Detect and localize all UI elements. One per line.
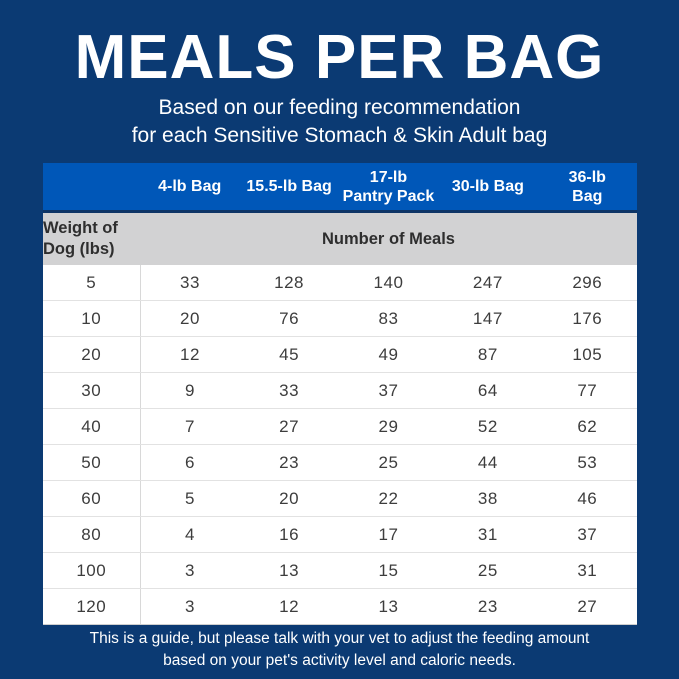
- meals-cell: 20: [140, 300, 240, 337]
- meals-cell: 52: [438, 408, 538, 445]
- meals-cell: 296: [537, 265, 637, 301]
- table-row: 30 9 33 37 64 77: [43, 372, 637, 409]
- meals-cell: 49: [338, 336, 439, 373]
- meals-table: 4-lb Bag 15.5-lb Bag 17-lb Pantry Pack 3…: [43, 163, 637, 625]
- meals-cell: 64: [438, 372, 538, 409]
- corner-cell: [43, 163, 140, 213]
- meals-cell: 46: [537, 480, 637, 517]
- weight-cell: 80: [43, 516, 141, 553]
- table-row: 60 5 20 22 38 46: [43, 480, 637, 517]
- weight-cell: 60: [43, 480, 141, 517]
- meals-cell: 77: [537, 372, 637, 409]
- meals-cell: 76: [239, 300, 339, 337]
- meals-cell: 13: [338, 588, 439, 625]
- meals-cell: 15: [338, 552, 439, 589]
- meals-cell: 87: [438, 336, 538, 373]
- meals-cell: 31: [537, 552, 637, 589]
- meals-cell: 12: [239, 588, 339, 625]
- weight-cell: 100: [43, 552, 141, 589]
- meals-cell: 22: [338, 480, 439, 517]
- meals-cell: 7: [140, 408, 240, 445]
- weight-cell: 5: [43, 265, 141, 301]
- meals-cell: 29: [338, 408, 439, 445]
- column-header-36lb: 36-lb Bag: [537, 163, 637, 213]
- meals-cell: 20: [239, 480, 339, 517]
- meals-cell: 25: [338, 444, 439, 481]
- meals-cell: 38: [438, 480, 538, 517]
- meals-cell: 247: [438, 265, 538, 301]
- meals-cell: 44: [438, 444, 538, 481]
- meals-cell: 83: [338, 300, 439, 337]
- column-header-17lb: 17-lb Pantry Pack: [338, 163, 439, 213]
- page-subtitle: Based on our feeding recommendation for …: [131, 96, 548, 147]
- meals-cell: 31: [438, 516, 538, 553]
- table-row: 50 6 23 25 44 53: [43, 444, 637, 481]
- weight-cell: 10: [43, 300, 141, 337]
- table-row: 10 20 76 83 147 176: [43, 300, 637, 337]
- row-header-label: Weight of Dog (lbs): [43, 211, 140, 265]
- weight-cell: 20: [43, 336, 141, 373]
- table-body: 5 33 128 140 247 296 10 20 76 83 147 176 20 12 45 49 87 1…: [43, 265, 637, 625]
- meals-cell: 45: [239, 336, 339, 373]
- meals-cell: 3: [140, 552, 240, 589]
- meals-cell: 128: [239, 265, 339, 301]
- weight-cell: 40: [43, 408, 141, 445]
- meals-table-container: 4-lb Bag 15.5-lb Bag 17-lb Pantry Pack 3…: [43, 163, 637, 625]
- meals-cell: 37: [537, 516, 637, 553]
- table-row: 5 33 128 140 247 296: [43, 265, 637, 301]
- meals-cell: 105: [537, 336, 637, 373]
- weight-cell: 30: [43, 372, 141, 409]
- meals-cell: 3: [140, 588, 240, 625]
- meals-cell: 53: [537, 444, 637, 481]
- column-header-30lb: 30-lb Bag: [438, 163, 538, 213]
- meals-cell: 25: [438, 552, 538, 589]
- meals-cell: 27: [239, 408, 339, 445]
- subheader-row: Weight of Dog (lbs) Number of Meals: [43, 211, 637, 265]
- meals-cell: 27: [537, 588, 637, 625]
- meals-cell: 62: [537, 408, 637, 445]
- meals-cell: 37: [338, 372, 439, 409]
- value-header-label: Number of Meals: [140, 211, 637, 265]
- meals-cell: 13: [239, 552, 339, 589]
- table-row: 100 3 13 15 25 31: [43, 552, 637, 589]
- table-row: 80 4 16 17 31 37: [43, 516, 637, 553]
- meals-cell: 6: [140, 444, 240, 481]
- meals-cell: 147: [438, 300, 538, 337]
- table-row: 120 3 12 13 23 27: [43, 588, 637, 625]
- meals-cell: 9: [140, 372, 240, 409]
- table-row: 40 7 27 29 52 62: [43, 408, 637, 445]
- meals-cell: 5: [140, 480, 240, 517]
- meals-cell: 17: [338, 516, 439, 553]
- page-title: MEALS PER BAG: [74, 23, 605, 92]
- meals-cell: 23: [438, 588, 538, 625]
- footer-note: This is a guide, but please talk with yo…: [89, 630, 590, 669]
- weight-cell: 50: [43, 444, 141, 481]
- meals-cell: 12: [140, 336, 240, 373]
- column-header-4lb: 4-lb Bag: [140, 163, 240, 213]
- meals-cell: 4: [140, 516, 240, 553]
- column-header-15-5lb: 15.5-lb Bag: [239, 163, 339, 213]
- meals-cell: 33: [140, 265, 240, 301]
- weight-cell: 120: [43, 588, 141, 625]
- meals-cell: 33: [239, 372, 339, 409]
- meals-cell: 176: [537, 300, 637, 337]
- bag-size-header-row: 4-lb Bag 15.5-lb Bag 17-lb Pantry Pack 3…: [43, 163, 637, 213]
- meals-cell: 16: [239, 516, 339, 553]
- meals-cell: 140: [338, 265, 439, 301]
- meals-cell: 23: [239, 444, 339, 481]
- table-row: 20 12 45 49 87 105: [43, 336, 637, 373]
